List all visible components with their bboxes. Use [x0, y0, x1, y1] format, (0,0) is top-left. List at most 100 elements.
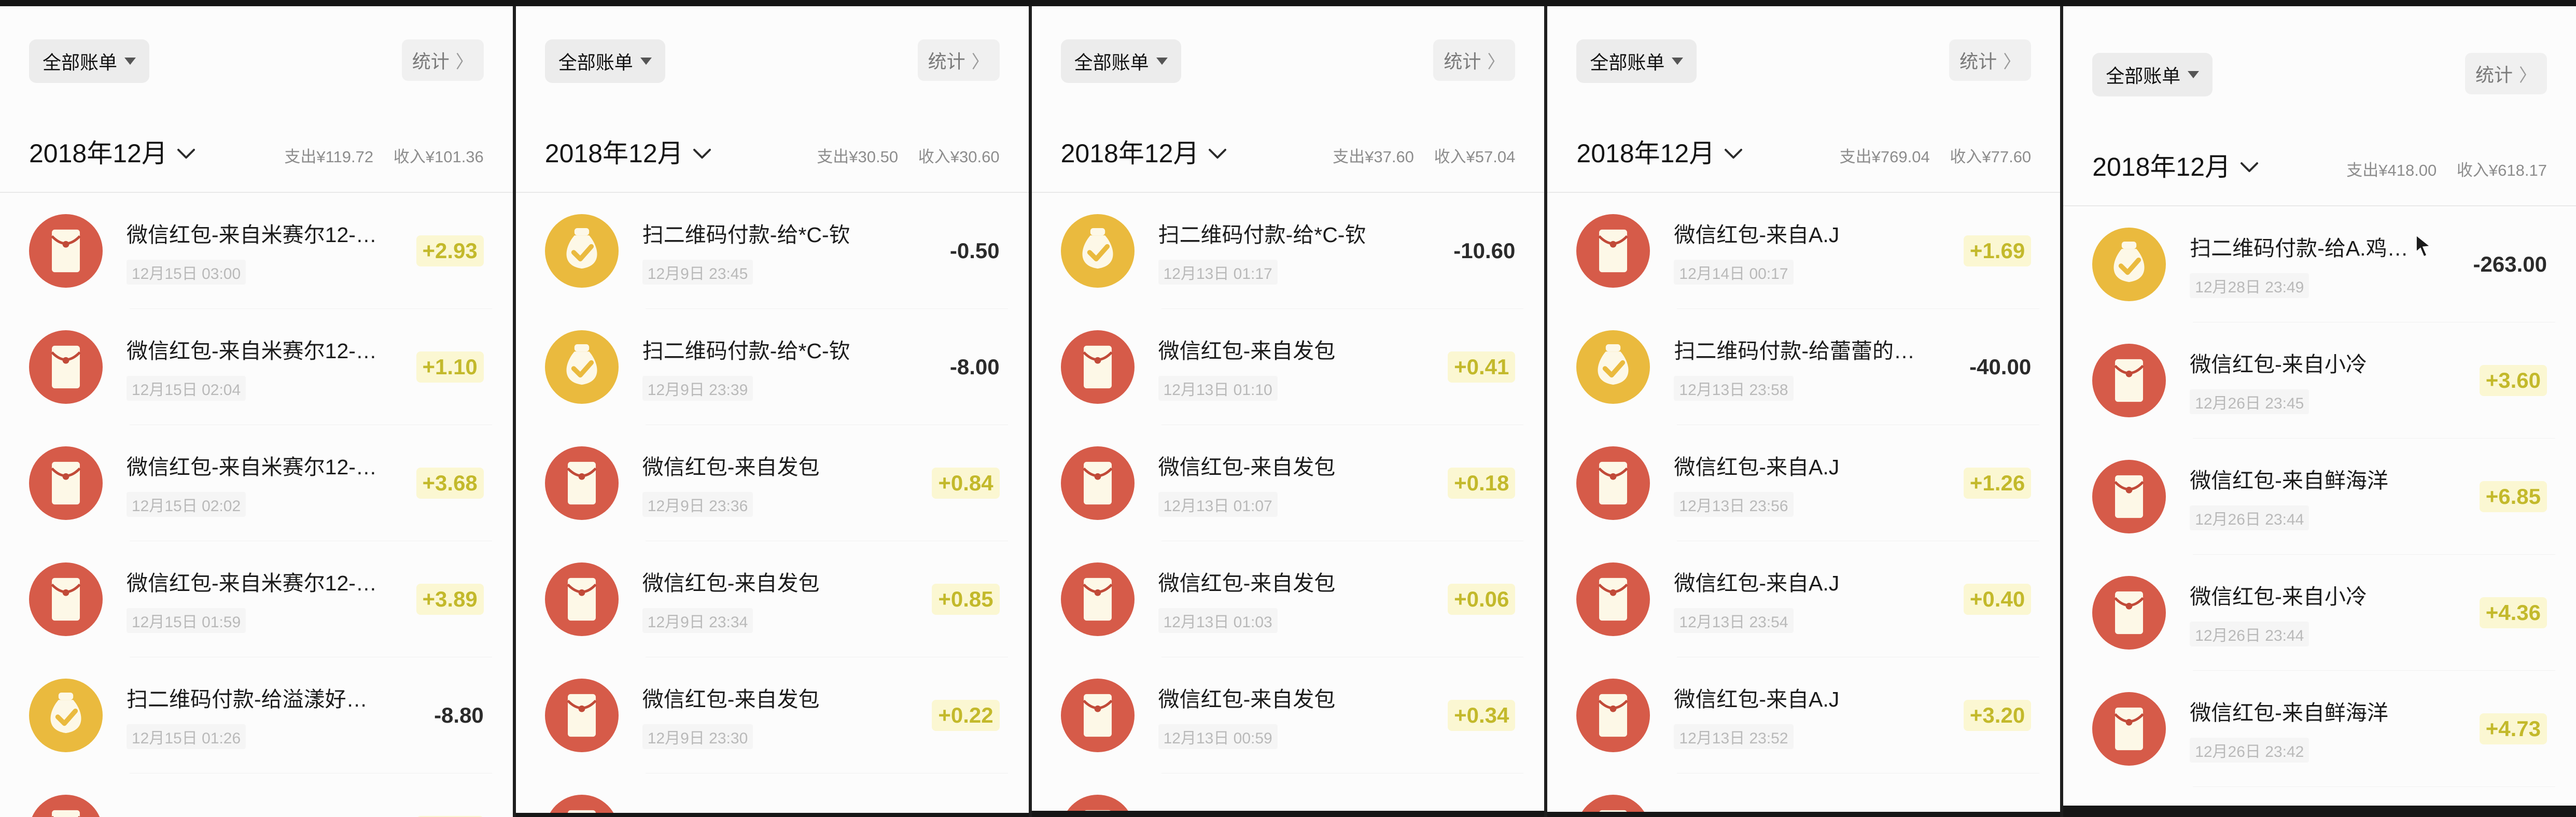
transaction-date: 12月13日 01:07: [1158, 492, 1278, 517]
transaction-title-text: 微信红包-来自米赛尔12-…: [127, 571, 377, 595]
chevron-down-icon: [1725, 149, 1743, 159]
income-total: 收入¥618.17: [2456, 161, 2547, 179]
transaction-row[interactable]: 微信红包-来自米赛尔12-… +5.17: [0, 773, 513, 817]
transaction-row[interactable]: 微信红包-来自发包 +0.43: [516, 773, 1029, 817]
transaction-row[interactable]: 微信红包-来自发包 12月13日 01:07 +0.18: [1032, 425, 1545, 541]
transaction-row[interactable]: 微信红包-来自鲜海洋 12月26日 23:44 +6.85: [2063, 439, 2576, 555]
transaction-amount: -40.00: [1969, 355, 2032, 379]
money-bag-icon: [29, 679, 103, 752]
transaction-info: 扫二维码付款-给A.鸡… 12月28日 23:49: [2190, 231, 2462, 298]
transaction-title: 微信红包-来自鲜海洋: [2190, 695, 2469, 726]
transaction-date: 12月13日 23:54: [1674, 608, 1794, 633]
panel-divider: [512, 6, 516, 817]
transaction-row[interactable]: 微信红包-来自A.J +3.14: [1547, 773, 2060, 817]
account-filter-dropdown[interactable]: 全部账单: [1576, 39, 1697, 83]
account-filter-dropdown[interactable]: 全部账单: [29, 39, 150, 83]
statistics-link[interactable]: 统计 〉: [1433, 39, 1516, 81]
transaction-icon: [1576, 214, 1650, 288]
transaction-row[interactable]: 扫二维码付款-给A.鸡… 12月28日 23:49 -263.00: [2063, 206, 2576, 322]
transaction-info: 微信红包-来自发包 12月9日 23:34: [642, 566, 922, 633]
month-selector[interactable]: 2018年12月: [1061, 133, 1227, 170]
account-filter-label: 全部账单: [2106, 65, 2181, 87]
transaction-row[interactable]: 微信红包-来自A.J 12月13日 23:56 +1.26: [1547, 425, 2060, 541]
transaction-title: 微信红包-来自米赛尔12-…: [127, 449, 406, 481]
transaction-row[interactable]: 扫二维码付款-给*C-钦 12月9日 23:45 -0.50: [516, 193, 1029, 309]
transaction-row[interactable]: 扫二维码付款-给蕾蕾的… 12月13日 23:58 -40.00: [1547, 309, 2060, 425]
transaction-icon: [544, 446, 619, 520]
expense-total: 支出¥37.60: [1333, 148, 1414, 166]
month-selector[interactable]: 2018年12月: [29, 133, 195, 170]
transaction-amount: +0.18: [1448, 468, 1516, 499]
transaction-row[interactable]: 微信红包-来自鲜海洋 12月26日 23:42 +4.73: [2063, 671, 2576, 787]
red-envelope-icon: [544, 562, 619, 636]
bill-panel: 全部账单 统计 〉 2018年12月 支出¥418.00 收入¥618.: [2063, 6, 2576, 817]
statistics-link[interactable]: 统计 〉: [917, 39, 1000, 81]
transaction-date: 12月9日 23:36: [642, 492, 753, 517]
account-filter-dropdown[interactable]: 全部账单: [2092, 53, 2213, 96]
transaction-row[interactable]: 微信红包-来自小冷 12月26日 23:44 +4.36: [2063, 555, 2576, 671]
transaction-title: 微信红包-来自A.J: [1674, 682, 1953, 713]
transaction-row[interactable]: 微信红包-来自A.J 12月13日 23:52 +3.20: [1547, 657, 2060, 773]
transaction-date: 12月9日 23:45: [642, 260, 753, 285]
transaction-info: 扫二维码付款-给蕾蕾的… 12月13日 23:58: [1674, 333, 1959, 401]
transaction-info: 微信红包-来自发包 12月9日 23:36: [642, 449, 922, 517]
transaction-date: 12月13日 01:03: [1158, 608, 1278, 633]
account-filter-dropdown[interactable]: 全部账单: [1060, 39, 1181, 83]
transaction-amount: +3.60: [2479, 365, 2547, 396]
panel-header: 全部账单 统计 〉: [0, 6, 513, 83]
transaction-icon: [2092, 228, 2166, 301]
month-row: 2018年12月 支出¥37.60 收入¥57.04: [1031, 83, 1545, 193]
transaction-amount: +2.93: [416, 235, 484, 266]
month-label: 2018年12月: [544, 139, 683, 168]
transaction-row[interactable]: 微信红包-来自米赛尔12-… 12月15日 03:00 +2.93: [0, 193, 513, 309]
transaction-row[interactable]: 扫二维码付款-给*C-钦 12月13日 01:17 -10.60: [1032, 193, 1545, 309]
transaction-date: 12月14日 00:17: [1674, 260, 1794, 285]
transaction-icon: [1060, 562, 1135, 636]
statistics-link[interactable]: 统计 〉: [1949, 39, 2032, 81]
transaction-info: 微信红包-来自发包 12月13日 01:10: [1158, 333, 1438, 401]
month-selector[interactable]: 2018年12月: [545, 133, 711, 170]
transaction-amount: -0.50: [949, 238, 1000, 263]
transaction-info: 微信红包-来自发包 12月13日 01:07: [1158, 449, 1438, 517]
transaction-row[interactable]: 微信红包-来自发包 12月13日 00:59 +0.34: [1032, 657, 1545, 773]
red-envelope-icon: [2092, 344, 2166, 417]
transaction-row[interactable]: 微信红包-来自A.J 12月14日 00:17 +1.69: [1547, 193, 2060, 309]
transaction-date: 12月9日 23:34: [642, 608, 753, 633]
transaction-row[interactable]: 扫二维码付款-给*C-钦 12月9日 23:39 -8.00: [516, 309, 1029, 425]
money-bag-icon: [544, 214, 619, 288]
transaction-row[interactable]: 微信红包-来自米赛尔12-… 12月15日 02:04 +1.10: [0, 309, 513, 425]
transaction-title: 扫二维码付款-给*C-钦: [642, 333, 940, 364]
transaction-row[interactable]: 扫二维码付款-给溢漾好… 12月15日 01:26 -8.80: [0, 657, 513, 773]
transaction-icon: [1576, 330, 1650, 404]
transaction-row[interactable]: 微信红包-来自发包 12月13日 01:10 +0.41: [1032, 309, 1545, 425]
statistics-link[interactable]: 统计 〉: [401, 39, 484, 81]
transaction-row[interactable]: 微信红包-来自A.J 12月13日 23:54 +0.40: [1547, 541, 2060, 657]
transaction-title-text: 微信红包-来自发包: [642, 455, 820, 479]
transaction-icon: [1060, 214, 1135, 288]
month-totals: 支出¥769.04 收入¥77.60: [1840, 144, 2032, 170]
red-envelope-icon: [1060, 446, 1135, 520]
month-selector[interactable]: 2018年12月: [2092, 146, 2259, 184]
transaction-info: 扫二维码付款-给*C-钦 12月13日 01:17: [1158, 217, 1444, 285]
statistics-link[interactable]: 统计 〉: [2465, 53, 2547, 94]
account-filter-label: 全部账单: [1590, 52, 1665, 73]
transaction-row[interactable]: 微信红包-来自发包 12月13日 01:03 +0.06: [1032, 541, 1545, 657]
dropdown-caret-icon: [640, 58, 652, 65]
month-totals: 支出¥119.72 收入¥101.36: [284, 144, 483, 170]
red-envelope-icon: [2092, 576, 2166, 650]
transaction-row[interactable]: 微信红包-来自发包 12月9日 23:34 +0.85: [516, 541, 1029, 657]
transaction-title: 微信红包-来自A.J: [1674, 566, 1953, 597]
account-filter-dropdown[interactable]: 全部账单: [544, 39, 665, 83]
transaction-row[interactable]: 微信红包-来自米赛尔12-… 12月15日 02:02 +3.68: [0, 425, 513, 541]
transaction-date: 12月26日 23:42: [2190, 738, 2309, 763]
red-envelope-icon: [2092, 460, 2166, 533]
transaction-amount: -263.00: [2473, 252, 2547, 276]
transaction-row[interactable]: 微信红包-来自小冷 12月26日 23:45 +3.60: [2063, 322, 2576, 439]
transaction-row[interactable]: 微信红包-来自发包 12月9日 23:36 +0.84: [516, 425, 1029, 541]
transaction-row[interactable]: 微信红包-来自发包 12月9日 23:30 +0.22: [516, 657, 1029, 773]
transaction-row[interactable]: 微信红包-来自米赛尔12-… 12月15日 01:59 +3.89: [0, 541, 513, 657]
transaction-title-text: 扫二维码付款-给蕾蕾的…: [1674, 339, 1915, 363]
mouse-cursor-icon: [2413, 234, 2434, 258]
month-selector[interactable]: 2018年12月: [1576, 133, 1743, 170]
transaction-amount: +3.68: [416, 468, 484, 499]
